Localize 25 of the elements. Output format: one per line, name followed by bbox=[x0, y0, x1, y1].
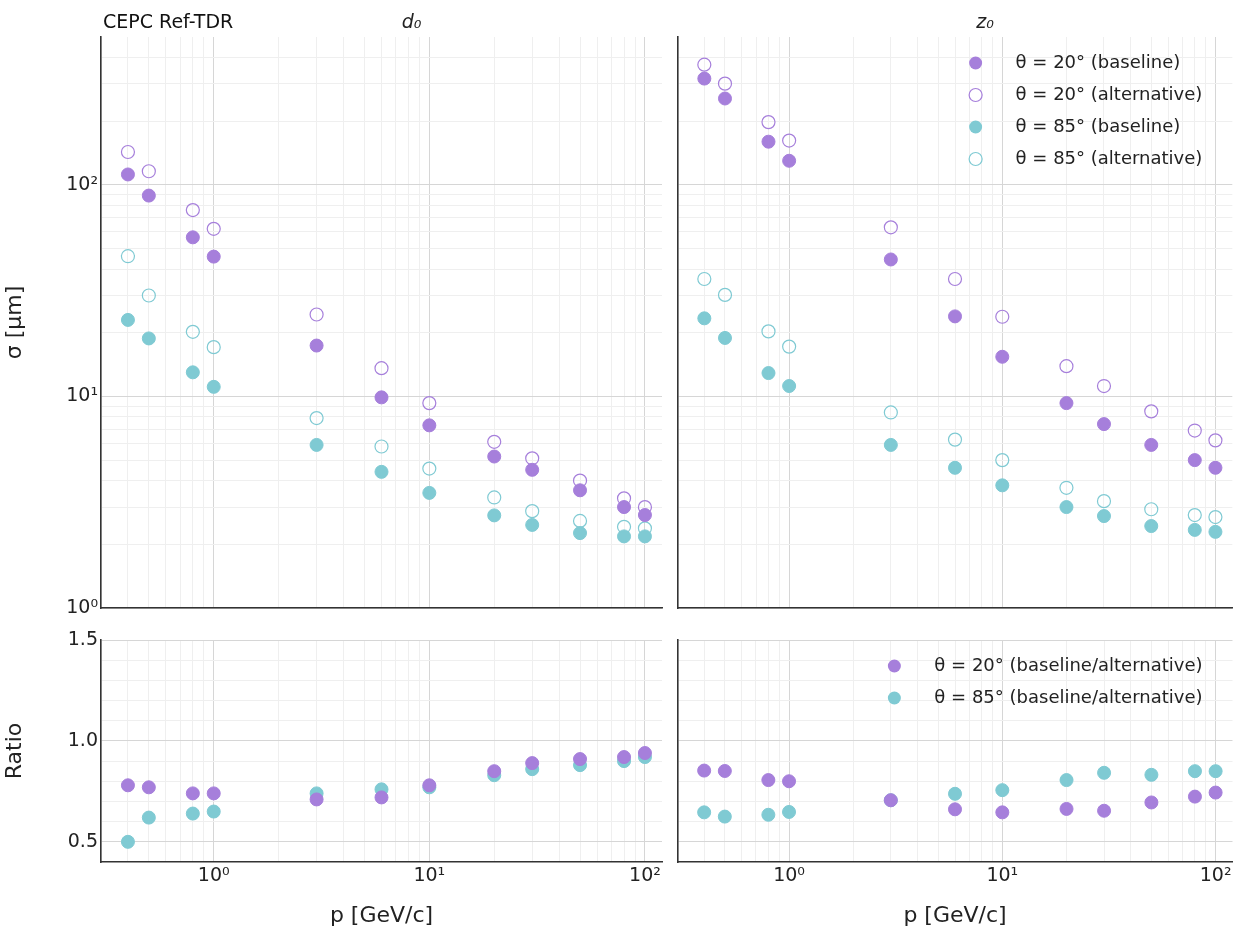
y-axis-title: Ratio bbox=[0, 722, 26, 780]
legend-label: θ = 20° (baseline) bbox=[1015, 50, 1181, 72]
y-tick-label: 10¹ bbox=[66, 383, 98, 406]
legend-label: θ = 85° (baseline/alternative) bbox=[934, 685, 1203, 707]
x-tick-label: 10⁰ bbox=[773, 863, 805, 886]
chart-title: z₀ bbox=[975, 10, 995, 33]
x-tick-label: 10⁰ bbox=[197, 863, 230, 886]
y-tick-label: 10⁰ bbox=[66, 594, 98, 617]
y-tick-label: 1.5 bbox=[67, 626, 98, 649]
chart-title: d₀ bbox=[401, 10, 422, 33]
legend-label: θ = 20° (baseline/alternative) bbox=[934, 653, 1203, 675]
y-tick-label: 1.0 bbox=[67, 727, 98, 750]
y-tick-label: 10² bbox=[66, 171, 98, 194]
legend-label: θ = 20° (alternative) bbox=[1015, 82, 1203, 104]
text: CEPC Ref-TDR bbox=[103, 10, 234, 33]
legend-label: θ = 85° (alternative) bbox=[1015, 146, 1203, 168]
x-tick-label: 10² bbox=[629, 863, 661, 886]
y-axis-title: σ [μm] bbox=[0, 285, 26, 360]
x-tick-label: 10¹ bbox=[986, 863, 1019, 886]
x-tick-label: 10¹ bbox=[413, 863, 446, 886]
x-axis-title: p [GeV/c] bbox=[903, 901, 1007, 927]
x-axis-title: p [GeV/c] bbox=[329, 901, 434, 927]
legend-label: θ = 85° (baseline) bbox=[1015, 114, 1181, 136]
y-tick-label: 0.5 bbox=[67, 828, 98, 851]
x-tick-label: 10² bbox=[1199, 863, 1232, 886]
